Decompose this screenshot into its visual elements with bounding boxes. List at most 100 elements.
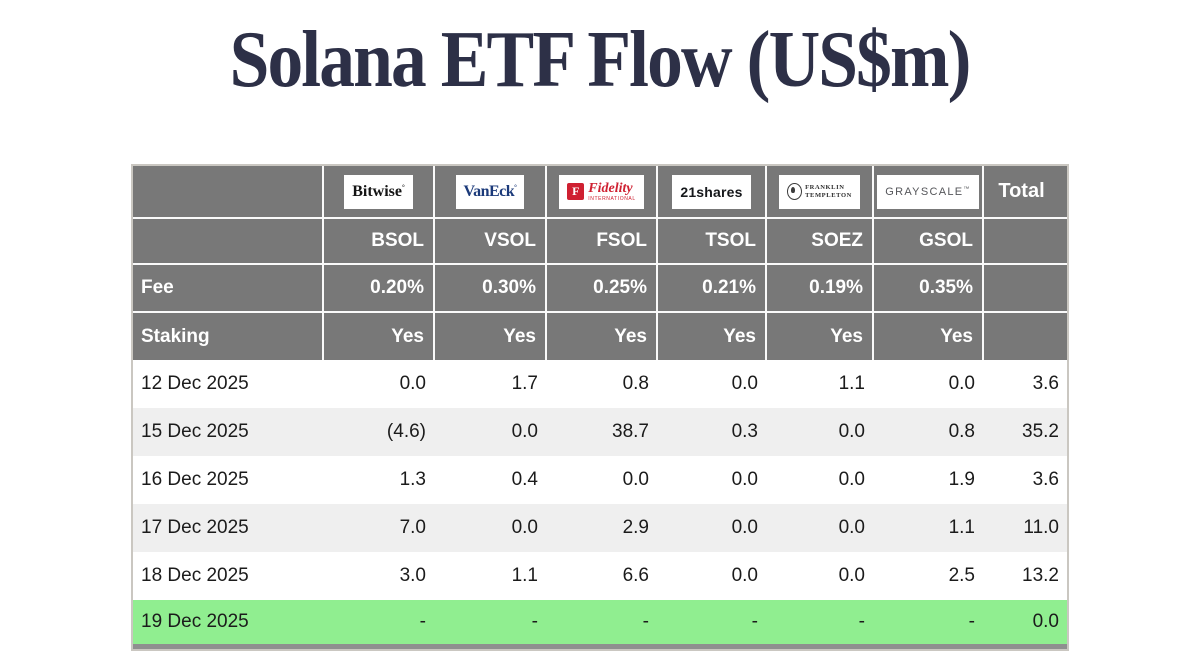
ticker-tsol: TSOL	[656, 217, 767, 265]
table-row-highlighted: 19 Dec 2025 - - - - - - 0.0	[133, 600, 1067, 644]
fee-fsol: 0.25%	[545, 263, 658, 313]
flow-value: 2.9	[546, 504, 657, 552]
flow-value: 6.6	[546, 552, 657, 600]
flow-value: 1.1	[434, 552, 546, 600]
flow-value: 3.0	[323, 552, 434, 600]
flow-value: 0.0	[546, 456, 657, 504]
franklin-templeton-logo: FRANKLIN TEMPLETON	[779, 174, 860, 209]
fee-label: Fee	[133, 263, 324, 313]
flow-value: 0.0	[434, 408, 546, 456]
franklin-templeton-logo-cell: FRANKLIN TEMPLETON	[765, 166, 874, 219]
fee-tsol: 0.21%	[656, 263, 767, 313]
staking-label: Staking	[133, 311, 324, 360]
21shares-logo-cell: 21shares	[656, 166, 767, 219]
page-title: Solana ETF Flow (US$m)	[0, 14, 1200, 104]
vaneck-logo: VanEck°	[455, 174, 525, 209]
grayscale-logo-cell: GRAYSCALE™	[872, 166, 984, 219]
flow-value: 1.7	[434, 360, 546, 408]
table-row: 16 Dec 2025 1.3 0.4 0.0 0.0 0.0 1.9 3.6	[133, 456, 1067, 504]
flow-value: 0.0	[766, 504, 873, 552]
total-value: 3.6	[983, 456, 1067, 504]
bitwise-logo-cell: Bitwise°	[322, 166, 435, 219]
flow-value: -	[323, 600, 434, 644]
grayscale-logo: GRAYSCALE™	[877, 174, 979, 209]
flow-value: 2.5	[873, 552, 983, 600]
flow-value: 0.0	[434, 504, 546, 552]
flow-value: 1.3	[323, 456, 434, 504]
21shares-logo: 21shares	[672, 174, 751, 209]
flow-value: 0.0	[657, 360, 766, 408]
flow-value: -	[766, 600, 873, 644]
table-row: 18 Dec 2025 3.0 1.1 6.6 0.0 0.0 2.5 13.2	[133, 552, 1067, 600]
flow-value: 0.0	[657, 552, 766, 600]
flow-value: -	[434, 600, 546, 644]
flow-value: 38.7	[546, 408, 657, 456]
flow-value: 0.0	[766, 552, 873, 600]
flow-value: 0.0	[766, 456, 873, 504]
total-value: 0.0	[983, 600, 1067, 644]
staking-total-empty	[982, 311, 1067, 360]
date-cell: 17 Dec 2025	[133, 504, 323, 552]
staking-fsol: Yes	[545, 311, 658, 360]
ticker-header-row: BSOL VSOL FSOL TSOL SOEZ GSOL	[133, 217, 1067, 265]
logo-header-row: Bitwise° VanEck° F Fidelity INTERNATIONA…	[133, 166, 1067, 219]
flow-value: 0.0	[323, 360, 434, 408]
staking-soez: Yes	[765, 311, 874, 360]
ticker-bsol: BSOL	[322, 217, 435, 265]
flow-value: 0.3	[657, 408, 766, 456]
date-cell: 19 Dec 2025	[133, 600, 323, 644]
page-title-text: Solana ETF Flow (US$m)	[230, 15, 972, 105]
vaneck-logo-cell: VanEck°	[433, 166, 547, 219]
corner-cell	[133, 166, 324, 219]
flow-value: 1.1	[766, 360, 873, 408]
flow-value: 0.0	[873, 360, 983, 408]
date-cell: 15 Dec 2025	[133, 408, 323, 456]
flow-value: 0.8	[873, 408, 983, 456]
fee-bsol: 0.20%	[322, 263, 435, 313]
total-value: 11.0	[983, 504, 1067, 552]
flow-value: 7.0	[323, 504, 434, 552]
date-cell: 18 Dec 2025	[133, 552, 323, 600]
ticker-vsol: VSOL	[433, 217, 547, 265]
table-row: 17 Dec 2025 7.0 0.0 2.9 0.0 0.0 1.1 11.0	[133, 504, 1067, 552]
flow-value: 0.4	[434, 456, 546, 504]
flow-value: 1.1	[873, 504, 983, 552]
total-value: 3.6	[983, 360, 1067, 408]
ticker-gsol: GSOL	[872, 217, 984, 265]
etf-flow-table-grid: Bitwise° VanEck° F Fidelity INTERNATIONA…	[133, 166, 1067, 644]
table-row: 15 Dec 2025 (4.6) 0.0 38.7 0.3 0.0 0.8 3…	[133, 408, 1067, 456]
fee-gsol: 0.35%	[872, 263, 984, 313]
staking-vsol: Yes	[433, 311, 547, 360]
flow-value: 0.0	[657, 504, 766, 552]
table-row: 12 Dec 2025 0.0 1.7 0.8 0.0 1.1 0.0 3.6	[133, 360, 1067, 408]
flow-value: (4.6)	[323, 408, 434, 456]
total-header: Total	[982, 166, 1067, 219]
fee-soez: 0.19%	[765, 263, 874, 313]
date-cell: 12 Dec 2025	[133, 360, 323, 408]
staking-bsol: Yes	[322, 311, 435, 360]
fee-vsol: 0.30%	[433, 263, 547, 313]
flow-value: 0.8	[546, 360, 657, 408]
fee-total-empty	[982, 263, 1067, 313]
ticker-soez: SOEZ	[765, 217, 874, 265]
ticker-fsol: FSOL	[545, 217, 658, 265]
flow-value: 1.9	[873, 456, 983, 504]
staking-gsol: Yes	[872, 311, 984, 360]
flow-value: -	[873, 600, 983, 644]
ticker-row-label	[133, 217, 324, 265]
fee-row: Fee 0.20% 0.30% 0.25% 0.21% 0.19% 0.35%	[133, 263, 1067, 313]
etf-flow-table: Bitwise° VanEck° F Fidelity INTERNATIONA…	[131, 164, 1069, 651]
flow-value: 0.0	[657, 456, 766, 504]
ticker-total-empty	[982, 217, 1067, 265]
flow-value: -	[546, 600, 657, 644]
flow-value: 0.0	[766, 408, 873, 456]
staking-row: Staking Yes Yes Yes Yes Yes Yes	[133, 311, 1067, 360]
total-value: 35.2	[983, 408, 1067, 456]
fidelity-logo: F Fidelity INTERNATIONAL	[559, 174, 644, 209]
date-cell: 16 Dec 2025	[133, 456, 323, 504]
staking-tsol: Yes	[656, 311, 767, 360]
franklin-bust-icon	[787, 183, 803, 200]
fidelity-f-icon: F	[567, 183, 585, 200]
bitwise-logo: Bitwise°	[344, 174, 413, 209]
flow-value: -	[657, 600, 766, 644]
